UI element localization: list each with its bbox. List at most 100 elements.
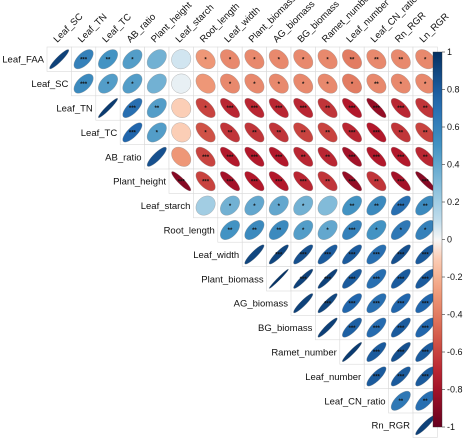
corr-ellipse [390, 244, 411, 265]
corr-ellipse [390, 317, 411, 338]
corr-ellipse [220, 220, 240, 240]
significance-mark: *** [348, 228, 356, 234]
corr-ellipse [342, 317, 362, 338]
corr-ellipse [293, 98, 314, 118]
cell-root-length-leaf-width: ** [217, 217, 243, 243]
cell-leaf-tc-leaf-starch [168, 119, 194, 145]
cell-leaf-starch-root-length [193, 193, 219, 219]
corr-ellipse [195, 122, 216, 143]
cell-leaf-faa-leaf-cn-ratio: ** [363, 46, 389, 72]
corr-ellipse [220, 49, 240, 70]
cell-leaf-starch-leaf-width: * [217, 193, 243, 219]
corr-ellipse [390, 146, 411, 167]
corr-ellipse [171, 122, 192, 143]
corr-ellipse [146, 49, 167, 70]
cell-plant-height-leaf-width: *** [217, 168, 243, 194]
corr-ellipse [244, 244, 265, 265]
row-label-leaf-starch: Leaf_starch [141, 201, 191, 212]
cell-plant-height-plant-biomass: *** [241, 168, 267, 194]
cell-plant-biomass-leaf-cn-ratio: *** [363, 266, 389, 292]
cell-leaf-width-bg-biomass: *** [290, 241, 316, 267]
corr-ellipse [171, 171, 192, 192]
corr-ellipse [244, 98, 265, 118]
cell-bg-biomass-leaf-cn-ratio: *** [363, 315, 389, 341]
corr-ellipse [342, 342, 362, 362]
significance-mark: *** [422, 350, 430, 356]
cells-layer: *** ** * * * * * * * ** ** ** **** * * * * * * * * ** * **** ** *… [46, 46, 438, 438]
significance-mark: * [424, 228, 427, 234]
row-label-leaf-width: Leaf_width [193, 250, 239, 261]
significance-mark: * [204, 131, 207, 137]
cell-ag-biomass-ramet-number: *** [315, 290, 341, 316]
cell-ramet-number-leaf-cn-ratio: *** [363, 339, 389, 365]
cell-leaf-tc-leaf-cn-ratio: *** [363, 119, 389, 145]
significance-mark: *** [80, 82, 88, 88]
significance-mark: *** [348, 179, 356, 185]
row-label-rn-rgr: Rn_RGR [371, 421, 410, 432]
corr-ellipse [366, 317, 387, 338]
corr-ellipse [195, 171, 216, 192]
row-label-ag-biomass: AG_biomass [234, 299, 289, 310]
cell-leaf-width-leaf-cn-ratio: *** [363, 241, 389, 267]
corr-ellipse [317, 317, 338, 338]
corr-ellipse [98, 98, 118, 118]
corr-ellipse [342, 268, 362, 289]
cell-leaf-sc-leaf-width: * [217, 71, 243, 97]
corr-ellipse [268, 146, 289, 167]
cell-leaf-starch-leaf-cn-ratio: ** [363, 193, 389, 219]
corr-ellipse [195, 98, 216, 118]
corr-ellipse [220, 73, 240, 94]
row-label-plant-biomass: Plant_biomass [201, 274, 264, 285]
cell-leaf-tn-root-length: * [193, 95, 219, 121]
corr-ellipse [342, 146, 362, 167]
corr-ellipse [146, 73, 167, 94]
corr-ellipse [268, 122, 289, 143]
cell-ramet-number-rn-rgr: *** [388, 339, 414, 365]
cell-leaf-sc-plant-height [144, 71, 170, 97]
significance-mark: ** [423, 399, 428, 405]
row-label-leaf-tc: Leaf_TC [81, 128, 118, 139]
row-labels: Leaf_FAA Leaf_SC Leaf_TN Leaf_TC AB_ratio Pla… [2, 55, 410, 432]
cell-ag-biomass-leaf-number: *** [339, 290, 365, 316]
significance-mark: * [229, 204, 232, 210]
corr-ellipse [268, 220, 289, 240]
cell-leaf-tc-ag-biomass: ** [266, 119, 292, 145]
significance-mark: * [302, 57, 305, 63]
corr-ellipse [73, 73, 94, 94]
corr-ellipse [171, 49, 192, 70]
significance-mark: *** [202, 155, 210, 161]
significance-mark: *** [275, 106, 283, 112]
cell-leaf-faa-rn-rgr: ** [388, 46, 414, 72]
corr-ellipse [293, 220, 314, 240]
cell-ab-ratio-plant-height [144, 144, 170, 170]
corr-ellipse [390, 366, 411, 387]
corr-ellipse [317, 244, 338, 265]
cell-plant-biomass-leaf-number: *** [339, 266, 365, 292]
significance-mark: * [131, 82, 134, 88]
corr-ellipse [366, 122, 387, 143]
cell-leaf-sc-ag-biomass: * [266, 71, 292, 97]
cell-root-length-rn-rgr: * [388, 217, 414, 243]
significance-mark: * [400, 228, 403, 234]
significance-mark: * [253, 204, 256, 210]
significance-mark: *** [373, 375, 381, 381]
cell-ab-ratio-leaf-width: *** [217, 144, 243, 170]
corr-ellipse [244, 195, 265, 216]
cell-bg-biomass-rn-rgr: *** [388, 315, 414, 341]
significance-mark: * [204, 106, 207, 112]
significance-mark: *** [397, 106, 405, 112]
significance-mark: ** [374, 179, 379, 185]
significance-mark: * [278, 204, 281, 210]
row-label-leaf-number: Leaf_number [305, 372, 361, 383]
corr-ellipse [268, 171, 289, 192]
significance-mark: * [302, 228, 305, 234]
significance-mark: *** [348, 277, 356, 283]
corr-ellipse [366, 49, 387, 70]
cell-leaf-sc-plant-biomass: * [241, 71, 267, 97]
corr-ellipse [366, 171, 387, 192]
cell-leaf-starch-leaf-number: ** [339, 193, 365, 219]
corr-ellipse [366, 195, 387, 216]
cell-plant-height-rn-rgr: *** [388, 168, 414, 194]
significance-mark: *** [348, 106, 356, 112]
colorbar-tick-label: 0.4 [447, 160, 460, 170]
